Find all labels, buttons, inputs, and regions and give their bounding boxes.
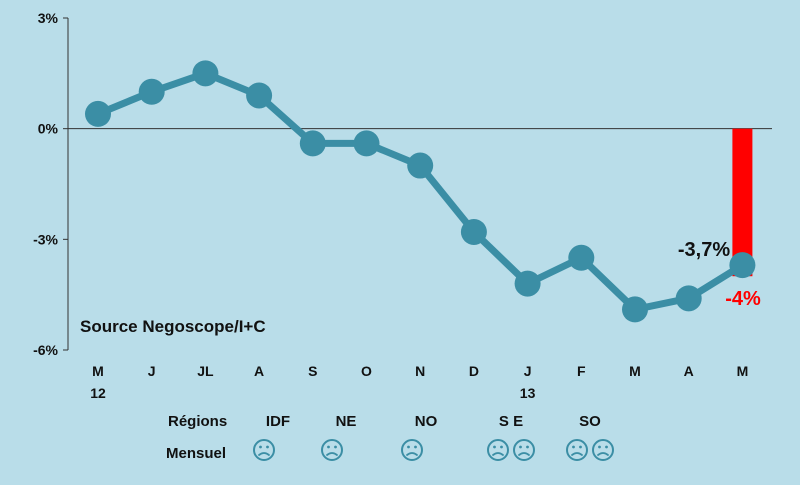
x-tick-label: F xyxy=(577,363,586,379)
data-points xyxy=(85,60,756,323)
y-axis: 3% 0% -3% -6% xyxy=(33,10,69,358)
line-value-label: -3,7% xyxy=(678,239,730,261)
region-name: S E xyxy=(499,413,523,430)
data-point xyxy=(568,244,595,271)
x-tick-label: A xyxy=(684,363,694,379)
data-point xyxy=(246,82,273,109)
series-line xyxy=(94,69,746,313)
data-point xyxy=(407,152,434,179)
sad-face-icon xyxy=(487,439,509,461)
monthly-label: Mensuel xyxy=(166,445,226,462)
region-name: IDF xyxy=(266,413,290,430)
sad-face-icon xyxy=(401,439,423,461)
data-point xyxy=(299,130,326,157)
x-tick-label: M xyxy=(92,363,104,379)
bar-mark xyxy=(732,128,753,277)
regions-label: Régions xyxy=(168,413,227,430)
x-tick-label: M xyxy=(629,363,641,379)
region-name: SO xyxy=(579,413,601,430)
x-tick-label: M xyxy=(737,363,749,379)
data-point xyxy=(622,296,648,323)
x-tick-sublabel: 13 xyxy=(520,385,536,401)
sad-face-icon xyxy=(566,439,588,461)
data-point xyxy=(353,130,380,157)
sad-face-icon xyxy=(321,439,343,461)
source-text: Source Negoscope/I+C xyxy=(80,317,266,336)
x-tick-label: S xyxy=(308,363,317,379)
y-tick-label: 0% xyxy=(38,121,59,137)
x-tick-label: D xyxy=(469,363,479,379)
data-point xyxy=(514,270,541,297)
data-point xyxy=(192,60,219,87)
x-tick-label: O xyxy=(361,363,372,379)
x-tick-label: N xyxy=(415,363,425,379)
data-point xyxy=(85,100,111,127)
line-series xyxy=(94,69,746,313)
sad-face-icon xyxy=(513,439,535,461)
y-tick-label: -6% xyxy=(33,342,58,358)
data-point xyxy=(675,285,702,312)
data-point xyxy=(460,218,487,245)
x-tick-label: J xyxy=(524,363,532,379)
region-name: NO xyxy=(415,413,438,430)
bar-series xyxy=(732,128,753,277)
region-name: NE xyxy=(336,413,357,430)
x-tick-label: JL xyxy=(197,363,214,379)
sad-face-icon xyxy=(592,439,614,461)
bar-value-label: -4% xyxy=(725,288,761,310)
data-point xyxy=(138,78,165,105)
sad-face-icon xyxy=(253,439,275,461)
x-tick-label: J xyxy=(148,363,156,379)
data-point xyxy=(729,252,756,279)
x-tick-label: A xyxy=(254,363,264,379)
y-tick-label: -3% xyxy=(33,231,58,247)
x-axis-labels: M 12 J JL A S O N D J 13 F M A M xyxy=(90,363,748,401)
x-tick-sublabel: 12 xyxy=(90,385,106,401)
regions-row: IDF NE NO S E SO xyxy=(253,413,614,461)
y-tick-label: 3% xyxy=(38,10,59,26)
